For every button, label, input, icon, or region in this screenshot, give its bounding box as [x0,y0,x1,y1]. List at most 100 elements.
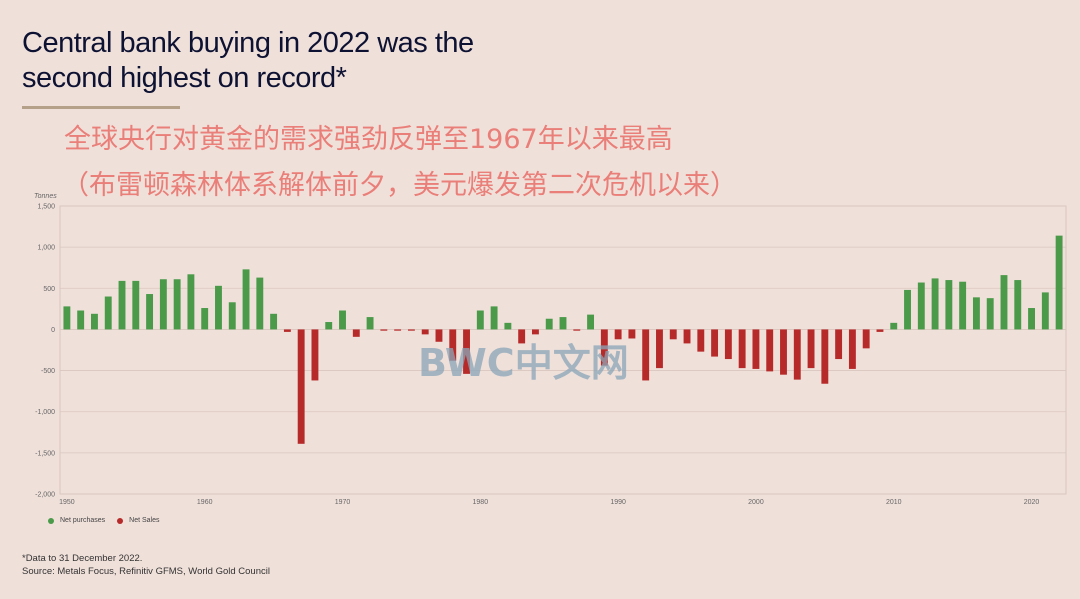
x-tick-label: 2020 [1024,499,1040,506]
bar-net-purchase [159,279,167,330]
bar-net-purchase [890,322,898,330]
bar-net-sale [463,329,470,374]
bar-net-sale [711,329,719,357]
x-tick-label: 1960 [197,499,213,506]
bar-net-sale [394,329,402,331]
bar-net-purchase [339,310,346,330]
bar-net-purchase [228,302,236,330]
bar-net-sale [352,329,360,337]
bar-net-purchase [917,282,925,330]
legend-dot-green [48,517,54,524]
legend-label-net-sales: Net Sales [129,517,160,524]
y-tick-label: 500 [43,286,55,293]
x-tick-label: 1990 [610,499,626,506]
bar-net-sale [793,329,801,380]
bar-net-sale [807,329,815,369]
legend-item-net-purchases: Net purchases [48,517,105,524]
bar-net-purchase [1055,235,1063,330]
bar-net-purchase [1000,275,1008,330]
bar-net-sale [614,329,622,340]
bar-net-sale [669,329,677,340]
y-tick-label: -2,000 [35,492,55,499]
x-tick-label: 2010 [886,499,902,506]
bar-net-purchase [931,278,939,330]
bar-net-purchase [173,279,181,330]
footnote-source: Source: Metals Focus, Refinitiv GFMS, Wo… [22,566,270,577]
x-tick-label: 2000 [748,499,764,506]
bar-net-sale [642,329,650,381]
bar-net-purchase [270,313,278,330]
bar-net-purchase [146,294,154,330]
bar-net-purchase [587,314,595,330]
bar-net-purchase [1028,308,1035,330]
title-line-1: Central bank buying in 2022 was the [22,27,474,59]
y-tick-label: 1,000 [37,245,55,252]
bar-net-sale [435,329,443,342]
bar-net-purchase [904,289,911,330]
bar-net-sale [766,329,774,372]
x-tick-label: 1980 [473,499,489,506]
bar-net-sale [697,329,705,352]
bar-net-sale [821,329,829,384]
bar-net-sale [738,329,746,369]
bar-net-sale [531,329,539,335]
bar-net-purchase [545,318,553,330]
bar-net-purchase [476,310,484,330]
bar-net-purchase [1041,292,1049,330]
bar-net-purchase [945,280,953,330]
bar-net-purchase [559,317,567,330]
bar-net-sale [283,329,291,332]
bar-net-purchase [504,322,512,330]
bar-net-purchase [187,274,195,330]
bar-net-sale [683,329,691,344]
watermark: BWC中文网 [418,341,629,385]
bar-net-purchase [366,317,374,330]
bar-net-sale [848,329,856,369]
bar-net-purchase [490,306,498,330]
bar-net-sale [297,329,305,444]
bar-net-purchase [986,298,994,330]
bar-net-purchase [325,322,333,330]
chart-legend: Net purchases Net Sales [48,517,160,524]
footnote: *Data to 31 December 2022. Source: Metal… [22,552,270,578]
bar-net-sale [380,329,388,331]
bar-net-sale [518,329,526,344]
bar-net-purchase [201,308,209,330]
annotation-line-1: 全球央行对黄金的需求强劲反弹至1967年以来最高 [64,124,673,155]
y-axis-unit: Tonnes [34,193,57,200]
bar-net-sale [421,329,429,335]
title-divider [22,106,180,109]
y-tick-label: -500 [41,368,55,375]
chart-title: Central bank buying in 2022 was the seco… [22,26,474,96]
bar-net-purchase [256,277,264,330]
y-tick-label: -1,500 [35,450,55,457]
footnote-data-note: *Data to 31 December 2022. [22,553,143,564]
title-line-2: second highest on record* [22,62,347,94]
annotation-line-2: （布雷顿森林体系解体前夕，美元爆发第二次危机以来） [62,170,737,201]
bar-net-sale [628,329,636,339]
bar-net-sale [656,329,663,369]
bar-net-sale [311,329,319,381]
bar-net-sale [600,329,608,366]
bar-net-purchase [104,296,112,330]
x-tick-label: 1950 [59,499,75,506]
bar-net-sale [407,329,415,331]
bar-net-purchase [132,280,140,330]
bar-net-purchase [118,280,126,330]
bar-net-purchase [242,269,250,330]
x-tick-label: 1970 [335,499,351,506]
legend-label-net-purchases: Net purchases [60,517,106,524]
bar-net-sale [573,329,581,331]
y-tick-label: 0 [51,327,55,334]
legend-dot-red [117,517,124,524]
bar-net-purchase [1014,280,1022,330]
bar-net-purchase [959,281,967,330]
bar-net-purchase [63,306,71,330]
bar-net-sale [724,329,732,360]
legend-item-net-sales: Net Sales [117,517,160,524]
bar-net-sale [862,329,870,349]
bar-net-sale [752,329,760,369]
bar-net-purchase [77,310,85,330]
bar-net-purchase [972,297,980,330]
